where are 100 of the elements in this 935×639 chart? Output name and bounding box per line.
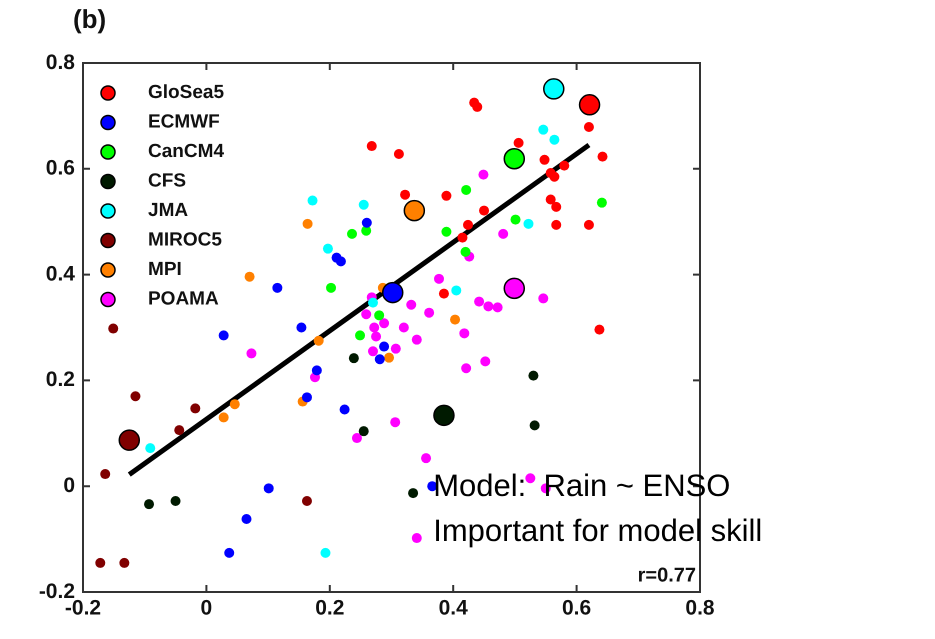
point [441, 190, 452, 201]
point [384, 352, 394, 363]
legend-label: CanCM4 [148, 141, 224, 162]
point [218, 330, 229, 340]
point [438, 288, 449, 299]
point [514, 138, 524, 148]
point [530, 420, 540, 430]
legend-label: GloSea5 [148, 82, 224, 104]
point [551, 220, 562, 230]
point [472, 102, 482, 112]
x-tick-label: 0.6 [562, 596, 592, 620]
annotation: r=0.77 [638, 564, 696, 587]
legend-label: ECMWF [148, 112, 220, 133]
point [374, 310, 384, 320]
x-tick-label: 0.4 [438, 596, 468, 620]
point [461, 184, 472, 195]
point [498, 228, 508, 239]
y-tick-label: 0.2 [46, 368, 75, 392]
point [242, 514, 252, 524]
x-tick-label: 0.2 [315, 596, 344, 620]
legend-label: MIROC5 [148, 230, 222, 251]
point [95, 558, 106, 568]
point [408, 488, 418, 498]
point [594, 324, 604, 335]
point [312, 365, 322, 376]
point [302, 496, 312, 506]
point [322, 244, 333, 254]
point [371, 331, 382, 342]
point [308, 196, 318, 206]
point [302, 392, 312, 402]
point [450, 314, 460, 325]
y-tick-label: 0 [63, 474, 75, 497]
point [119, 558, 130, 568]
x-tick-label: 0.8 [685, 596, 715, 620]
point [190, 403, 200, 414]
point [480, 356, 490, 366]
legend-label: POAMA [148, 288, 219, 310]
point [218, 412, 229, 422]
point [326, 282, 336, 293]
point [483, 301, 494, 312]
point [170, 496, 181, 506]
point [390, 344, 401, 354]
point [272, 282, 282, 293]
y-tick-label: 0.6 [46, 156, 75, 180]
point [398, 322, 409, 332]
point [538, 124, 548, 135]
point [366, 141, 377, 152]
point [264, 483, 274, 494]
point [584, 220, 594, 230]
point [379, 318, 390, 328]
point [362, 218, 372, 228]
point [463, 220, 474, 230]
point [340, 404, 350, 414]
point [368, 346, 378, 356]
point [424, 308, 434, 318]
x-tick-label: 0 [200, 596, 212, 620]
legend-label: MPI [148, 259, 182, 280]
point [358, 200, 369, 210]
point [546, 194, 556, 204]
point [549, 134, 560, 145]
point [441, 226, 452, 237]
point [461, 363, 472, 374]
point [584, 122, 594, 132]
point [130, 391, 140, 402]
point [510, 214, 521, 225]
point [302, 218, 313, 229]
point [320, 548, 330, 558]
point [348, 353, 359, 364]
point [528, 370, 538, 381]
point [492, 302, 503, 312]
point [230, 399, 240, 410]
point [412, 533, 422, 544]
legend-label: CFS [148, 170, 186, 192]
point [144, 499, 154, 510]
point [224, 548, 234, 558]
point [400, 190, 410, 200]
point [374, 354, 385, 364]
point [596, 198, 607, 208]
point [451, 285, 462, 296]
y-tick-label: 0.8 [46, 50, 76, 74]
point [108, 324, 118, 334]
point [100, 469, 110, 480]
point [478, 170, 488, 180]
point [538, 293, 548, 304]
point [551, 202, 562, 212]
point [347, 228, 358, 239]
point [412, 334, 422, 345]
point [244, 272, 255, 282]
point [598, 152, 608, 162]
point [457, 232, 468, 243]
point [406, 300, 416, 310]
point [559, 160, 570, 171]
point [421, 453, 432, 464]
point [296, 322, 306, 332]
point [355, 330, 366, 340]
legend-label: JMA [148, 200, 188, 222]
point [336, 256, 346, 266]
point [459, 328, 470, 338]
point [368, 298, 378, 308]
point [369, 322, 380, 332]
